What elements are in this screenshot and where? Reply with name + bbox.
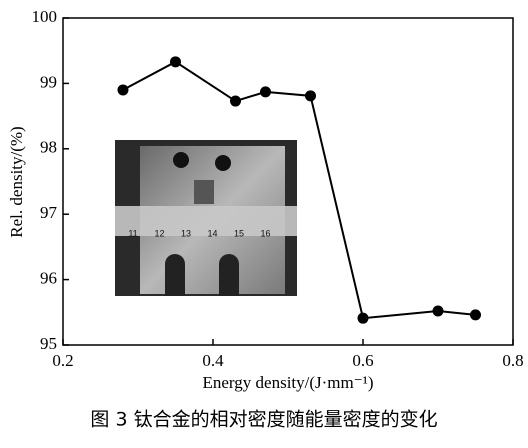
ruler-label: 11 <box>128 228 137 238</box>
x-tick-label: 0.4 <box>202 351 224 370</box>
ruler-label: 13 <box>181 228 191 238</box>
data-point <box>470 309 481 321</box>
data-point <box>260 86 271 98</box>
data-line <box>122 60 476 320</box>
inset-photo <box>115 140 297 296</box>
x-tick-label: 0.6 <box>352 351 373 370</box>
y-tick-label: 97 <box>40 203 58 222</box>
y-tick-label: 100 <box>32 7 58 26</box>
y-tick-label: 99 <box>40 72 57 91</box>
data-point <box>117 84 129 96</box>
data-point <box>432 305 444 317</box>
plot-frame <box>62 17 514 346</box>
data-point <box>170 56 181 68</box>
caption: 图 3 钛合金的相对密度随能量密度的变化 <box>90 409 437 431</box>
y-tick-label: 95 <box>40 334 57 353</box>
data-point <box>357 312 369 324</box>
ruler: 11 12 13 14 15 16 <box>128 228 270 238</box>
data-point <box>305 90 316 102</box>
ruler-label: 15 <box>234 228 244 238</box>
ruler-label: 16 <box>260 228 270 238</box>
x-tick-label: 0.2 <box>52 351 73 370</box>
y-tick-label: 96 <box>40 269 57 288</box>
x-axis-label: Energy density/(J·mm⁻¹) <box>203 373 374 392</box>
y-tick-label: 98 <box>40 138 57 157</box>
data-point <box>230 95 241 107</box>
x-tick-label: 0.8 <box>502 351 523 370</box>
ruler-label: 12 <box>154 228 164 238</box>
y-axis-label: Rel. density/(%) <box>7 126 26 237</box>
ruler-label: 14 <box>207 228 217 238</box>
